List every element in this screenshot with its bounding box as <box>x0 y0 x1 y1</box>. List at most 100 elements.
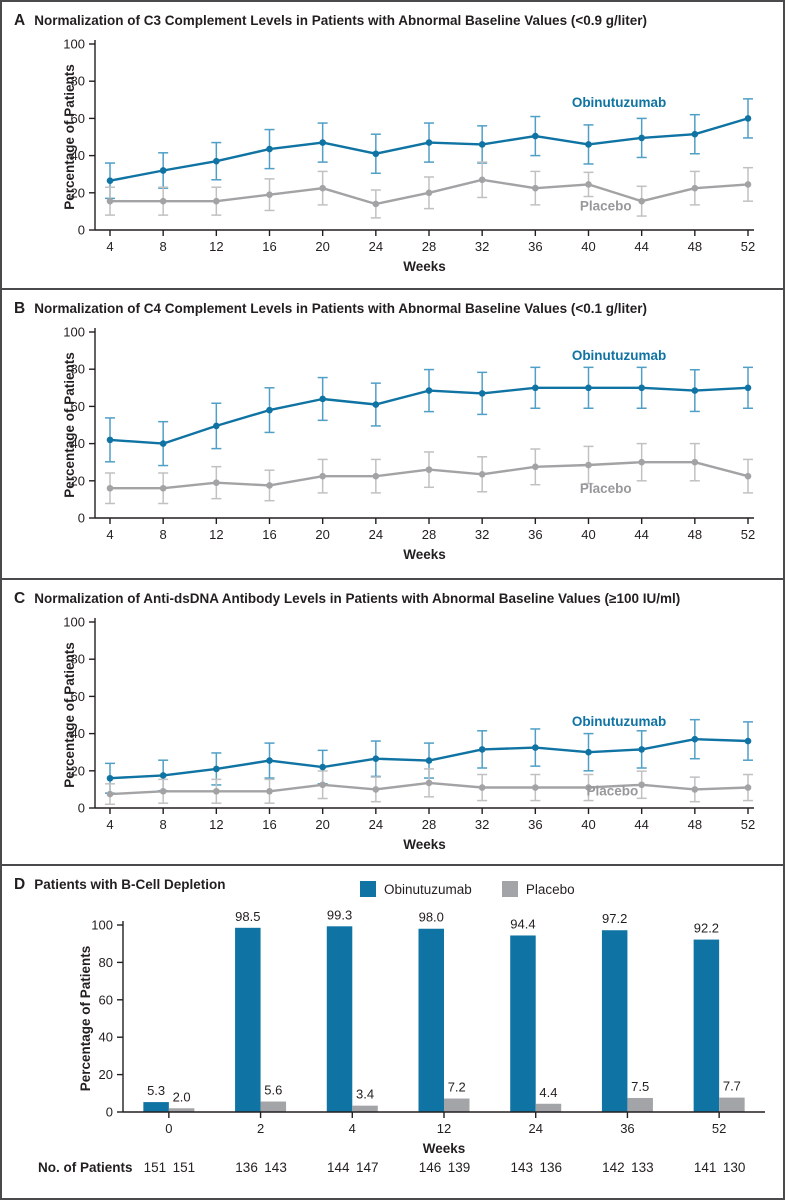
panel-d: D Patients with B-Cell Depletion Obinutuz… <box>2 866 783 1198</box>
data-point <box>319 781 326 789</box>
panel-c: C Normalization of Anti-dsDNA Antibody Le… <box>2 580 783 864</box>
data-point <box>744 181 752 188</box>
x-tick-label: 16 <box>262 527 276 542</box>
y-tick-label: 80 <box>71 74 85 89</box>
error-bars-obinutuzumab <box>105 366 753 467</box>
panel-a-title-text: Normalization of C3 Complement Levels in… <box>34 13 647 28</box>
data-point <box>106 774 114 782</box>
x-tick-label: 40 <box>581 527 595 542</box>
placebo-count: 143 <box>264 1160 287 1175</box>
obinutuzumab-bar <box>235 927 261 1112</box>
data-point <box>372 472 380 480</box>
panel-d-letter: D <box>14 876 26 893</box>
no-of-patients-label: No. of Patients <box>38 1160 133 1175</box>
data-point <box>585 748 592 756</box>
obinutuzumab-count: 144 <box>327 1160 350 1175</box>
data-point <box>213 197 220 205</box>
legend-item-placebo: Placebo <box>501 881 575 897</box>
x-tick-label: 20 <box>315 527 329 542</box>
obinutuzumab-bar-value: 5.3 <box>147 1083 165 1098</box>
data-point <box>478 746 486 753</box>
y-tick-label: 40 <box>71 148 85 163</box>
y-tick-label: 60 <box>71 111 85 126</box>
data-point <box>691 184 699 192</box>
x-tick-label: 8 <box>160 239 167 254</box>
data-point <box>478 176 486 184</box>
x-tick-label: 4 <box>106 239 113 254</box>
series-placebo <box>106 779 752 798</box>
placebo-count: 151 <box>173 1160 196 1175</box>
x-tick-label: 28 <box>422 239 436 254</box>
y-tick-label: 100 <box>91 918 113 933</box>
x-tick-label: 32 <box>475 817 489 832</box>
data-point <box>319 763 326 771</box>
data-point <box>372 786 380 793</box>
y-tick-label: 40 <box>71 436 85 451</box>
legend-label-placebo: Placebo <box>525 881 575 897</box>
obinutuzumab-bar-value: 98.0 <box>419 910 444 925</box>
data-point <box>744 472 752 480</box>
data-point <box>159 167 167 174</box>
obinutuzumab-bar <box>510 935 536 1112</box>
data-point <box>106 177 114 185</box>
data-point <box>213 422 220 430</box>
placebo-bar-value: 7.5 <box>631 1079 649 1094</box>
placebo-count: 147 <box>356 1160 379 1175</box>
y-axis-title: Percentage of Patients <box>78 946 93 1092</box>
data-point <box>266 482 273 489</box>
y-tick-label: 20 <box>71 763 85 778</box>
obinutuzumab-bar-value: 98.5 <box>235 909 260 924</box>
data-point <box>213 479 220 486</box>
series-obinutuzumab <box>106 115 752 185</box>
placebo-bar <box>352 1105 378 1112</box>
placebo-bar-value: 7.7 <box>723 1079 741 1094</box>
axes <box>117 921 765 1118</box>
x-tick-label: 24 <box>369 527 383 542</box>
placebo-bar <box>260 1101 287 1112</box>
obinutuzumab-bar <box>418 928 444 1112</box>
x-tick-label: 40 <box>581 239 595 254</box>
series-label-obinutuzumab: Obinutuzumab <box>572 95 667 110</box>
x-tick-label: 8 <box>160 527 167 542</box>
data-point <box>319 139 326 146</box>
x-tick-label: 4 <box>106 527 113 542</box>
bars <box>143 926 745 1112</box>
data-point <box>106 436 114 444</box>
x-tick-label: 4 <box>349 1121 356 1136</box>
placebo-count: 130 <box>723 1160 746 1175</box>
data-point <box>638 458 645 466</box>
data-point <box>691 735 699 743</box>
x-tick-label: 32 <box>475 527 489 542</box>
legend-item-obinutuzumab: Obinutuzumab <box>360 881 472 897</box>
data-point <box>691 130 699 138</box>
panel-c-letter: C <box>14 590 26 607</box>
x-tick-label: 36 <box>528 239 542 254</box>
obinutuzumab-count: 136 <box>235 1160 258 1175</box>
x-tick-label: 36 <box>620 1121 634 1136</box>
data-point <box>425 387 433 394</box>
x-tick-label: 52 <box>741 817 755 832</box>
panel-a-title: A Normalization of C3 Complement Levels i… <box>14 12 647 30</box>
panel-a-letter: A <box>14 12 26 29</box>
series-label-placebo: Placebo <box>580 198 632 213</box>
y-axis-title: Percentage of Patients <box>62 64 77 210</box>
data-point <box>159 787 167 795</box>
data-point <box>213 765 220 773</box>
y-tick-label: 100 <box>63 615 85 630</box>
y-tick-label: 80 <box>71 362 85 377</box>
x-tick-label: 28 <box>422 817 436 832</box>
y-tick-label: 40 <box>99 1030 113 1045</box>
x-tick-label: 24 <box>528 1121 542 1136</box>
data-point <box>106 790 114 798</box>
y-axis-title: Percentage of Patients <box>62 642 77 788</box>
series-label-obinutuzumab: Obinutuzumab <box>572 714 667 729</box>
series-label-obinutuzumab: Obinutuzumab <box>572 348 667 363</box>
x-axis-title: Weeks <box>403 837 446 852</box>
legend-label-obinutuzumab: Obinutuzumab <box>384 881 472 897</box>
data-point <box>532 132 539 140</box>
panel-d-title: D Patients with B-Cell Depletion <box>14 876 225 894</box>
data-point <box>372 401 380 408</box>
obinutuzumab-count: 151 <box>144 1160 167 1175</box>
y-axis-title: Percentage of Patients <box>62 352 77 498</box>
data-point <box>478 470 486 478</box>
